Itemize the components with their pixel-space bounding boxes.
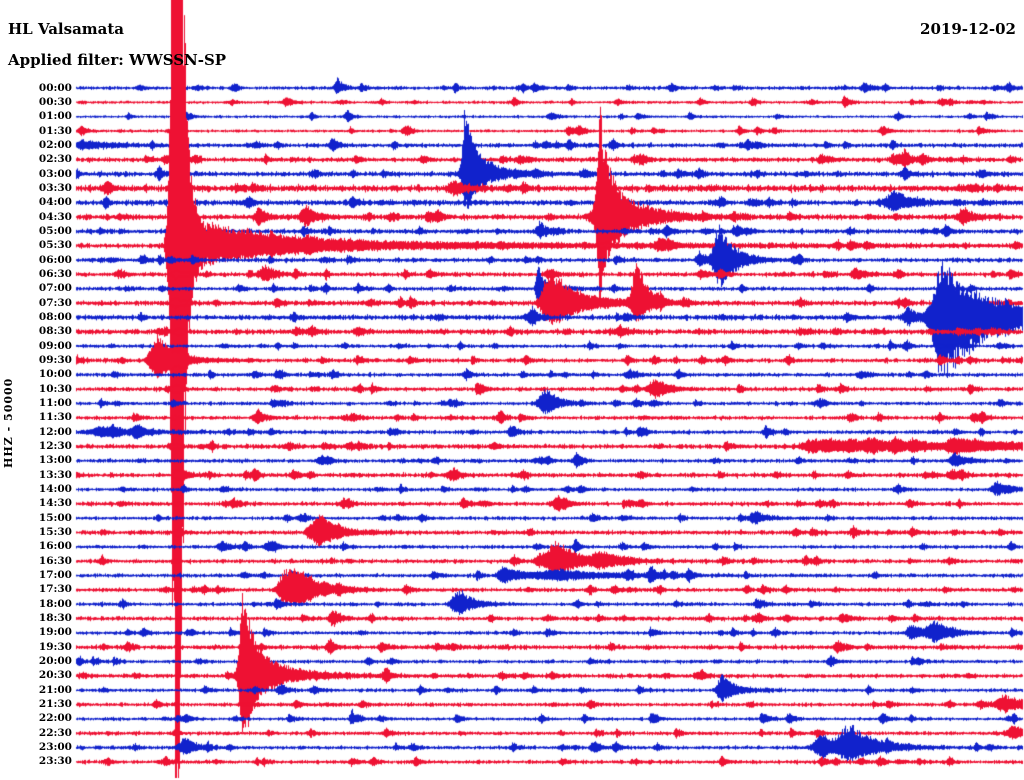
time-label: 01:30 — [38, 124, 72, 137]
time-label: 14:30 — [38, 497, 72, 510]
time-label: 05:00 — [38, 224, 72, 237]
time-label: 12:30 — [38, 440, 72, 452]
time-label: 21:00 — [38, 683, 72, 696]
time-label: 10:30 — [38, 382, 72, 395]
time-label: 17:30 — [38, 583, 72, 596]
time-label: 22:00 — [38, 712, 72, 725]
time-label: 01:00 — [38, 110, 72, 123]
time-label: 23:00 — [38, 741, 72, 754]
time-label: 19:00 — [38, 626, 72, 639]
time-label: 02:30 — [38, 153, 72, 166]
station-title: HL Valsamata — [8, 20, 125, 38]
time-label: 19:30 — [38, 640, 72, 653]
time-label: 00:30 — [38, 95, 72, 108]
time-label: 08:00 — [38, 310, 72, 323]
time-label: 08:30 — [38, 325, 72, 338]
time-label: 16:30 — [38, 554, 72, 567]
time-label: 18:30 — [38, 612, 72, 625]
time-label: 23:30 — [38, 755, 72, 768]
time-label: 07:00 — [38, 282, 72, 295]
time-label: 06:30 — [38, 267, 72, 280]
time-label: 16:00 — [38, 540, 72, 553]
time-label: 13:00 — [38, 454, 72, 467]
filter-label: Applied filter: WWSSN-SP — [8, 51, 227, 69]
time-label: 00:00 — [38, 81, 72, 94]
time-label: 20:30 — [38, 669, 72, 682]
time-label: 09:30 — [38, 353, 72, 366]
date-label: 2019-12-02 — [920, 20, 1016, 38]
time-label: 13:30 — [38, 468, 72, 481]
time-label: 20:00 — [38, 655, 72, 668]
time-label: 10:00 — [38, 368, 72, 381]
time-label: 03:00 — [38, 167, 72, 180]
time-label: 12:00 — [38, 425, 72, 438]
time-label: 06:00 — [38, 253, 72, 266]
time-label: 18:00 — [38, 597, 72, 610]
time-label: 09:00 — [38, 339, 72, 352]
time-label: 22:30 — [38, 726, 72, 739]
time-labels: 00:00 00:30 01:00 01:30 02:00 02:30 03:00 03:30… — [0, 0, 74, 780]
time-label: 15:00 — [38, 511, 72, 524]
time-label: 03:30 — [38, 181, 72, 194]
time-label: 11:30 — [38, 411, 72, 424]
time-label: 02:00 — [38, 138, 72, 151]
time-label: 14:00 — [38, 483, 72, 496]
time-label: 04:30 — [38, 210, 72, 223]
time-label: 15:30 — [38, 526, 72, 539]
time-label: 11:00 — [38, 396, 72, 409]
time-label: 04:00 — [38, 196, 72, 209]
time-label: 21:30 — [38, 698, 72, 711]
time-label: 17:00 — [38, 569, 72, 582]
time-label: 07:30 — [38, 296, 72, 309]
time-label: 05:30 — [38, 239, 72, 252]
